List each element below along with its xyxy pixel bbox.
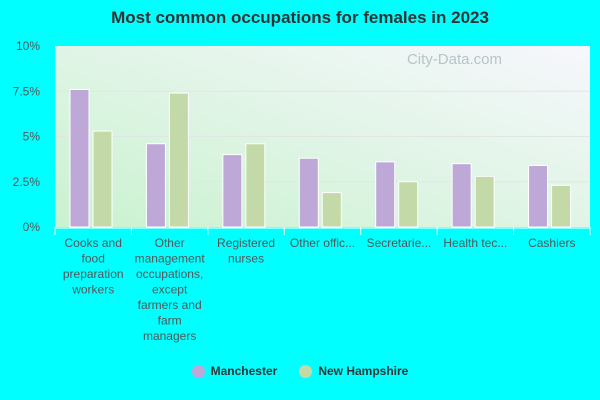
legend-swatch [191, 364, 205, 378]
x-category-label: farm [158, 314, 182, 328]
y-tick-label: 0% [23, 220, 41, 234]
x-category-label: Registered [217, 236, 275, 250]
x-category-label: Secretarie... [367, 236, 432, 250]
x-category-label: Other offic... [290, 236, 355, 250]
x-category-label: Cooks and [65, 236, 122, 250]
bar-manchester[interactable] [145, 143, 166, 228]
bar-new-hampshire[interactable] [551, 184, 572, 228]
x-category-label: managers [143, 329, 196, 343]
y-tick-label: 5% [23, 130, 41, 144]
x-category-label: nurses [228, 252, 264, 266]
bar-manchester[interactable] [69, 88, 90, 228]
x-category-label: preparation [63, 267, 124, 281]
bar-new-hampshire[interactable] [398, 181, 419, 228]
bar-new-hampshire[interactable] [321, 192, 342, 228]
bar-manchester[interactable] [451, 163, 472, 228]
x-category-label: farmers and [138, 298, 202, 312]
chart-title: Most common occupations for females in 2… [111, 8, 489, 27]
bar-new-hampshire[interactable] [168, 92, 189, 228]
y-tick-label: 7.5% [13, 84, 41, 98]
legend-item-new-hampshire: New Hampshire [299, 364, 408, 378]
x-category-label: food [82, 252, 105, 266]
legend-swatch [299, 364, 313, 378]
x-category-label: occupations, [136, 267, 203, 281]
x-category-label: workers [71, 283, 114, 297]
bar-manchester[interactable] [298, 157, 319, 228]
y-tick-label: 2.5% [13, 175, 41, 189]
legend-item-manchester: Manchester [191, 364, 278, 378]
x-category-label: Other [155, 236, 185, 250]
bar-manchester[interactable] [222, 154, 243, 228]
x-category-label: management [135, 252, 206, 266]
legend-label: Manchester [210, 364, 278, 378]
bar-new-hampshire[interactable] [245, 143, 266, 228]
x-category-label: except [152, 283, 188, 297]
y-tick-label: 10% [16, 39, 40, 53]
bar-manchester[interactable] [375, 161, 396, 228]
x-category-label: Cashiers [528, 236, 575, 250]
legend: Manchester New Hampshire [0, 364, 600, 378]
watermark: City-Data.com [407, 51, 502, 68]
x-category-label: Health tec... [443, 236, 507, 250]
legend-label: New Hampshire [318, 364, 409, 378]
bar-new-hampshire[interactable] [474, 175, 495, 228]
bar-new-hampshire[interactable] [92, 130, 113, 228]
bar-manchester[interactable] [528, 164, 549, 228]
